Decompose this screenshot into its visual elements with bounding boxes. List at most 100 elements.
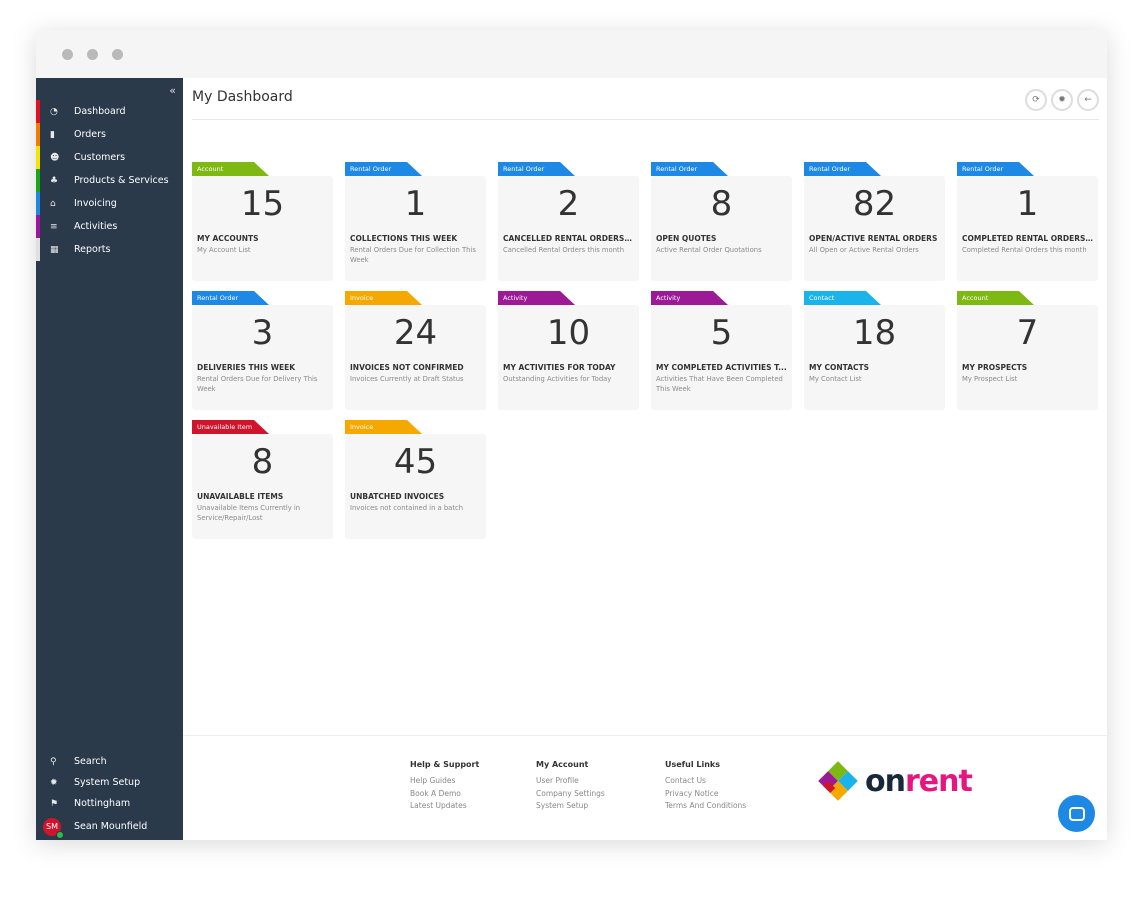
- dashboard-card[interactable]: Activity 10 MY ACTIVITIES FOR TODAY Outs…: [498, 291, 639, 410]
- sidebar-item-label: Invoicing: [74, 198, 117, 209]
- footer-column-title: My Account: [536, 760, 589, 769]
- card-category-tag: Account: [192, 162, 269, 176]
- sidebar-item-products-services[interactable]: ♣ Products & Services: [36, 169, 183, 192]
- refresh-icon[interactable]: ⟳: [1025, 89, 1047, 111]
- sidebar-item-system-setup[interactable]: ✹ System Setup: [36, 772, 183, 793]
- search-icon: ⚲: [50, 756, 57, 767]
- card-category-tag: Rental Order: [345, 162, 422, 176]
- sidebar-item-label: System Setup: [74, 777, 141, 788]
- sidebar-nav: ◔ Dashboard ▮ Orders ☻ Customers ♣ Produ…: [36, 100, 183, 261]
- dashboard-card[interactable]: Rental Order 3 DELIVERIES THIS WEEK Rent…: [192, 291, 333, 410]
- dashboard-card[interactable]: Account 7 MY PROSPECTS My Prospect List: [957, 291, 1098, 410]
- window-dot: [62, 49, 73, 60]
- card-subtitle: All Open or Active Rental Orders: [809, 246, 919, 254]
- sidebar-item-label: Orders: [74, 129, 106, 140]
- dashboard-card[interactable]: Activity 5 MY COMPLETED ACTIVITIES T... …: [651, 291, 792, 410]
- footer-link[interactable]: Contact Us: [665, 776, 706, 785]
- footer-link[interactable]: System Setup: [536, 801, 589, 810]
- dashboard-card[interactable]: Invoice 45 UNBATCHED INVOICES Invoices n…: [345, 420, 486, 539]
- footer-column-title: Useful Links: [665, 760, 721, 769]
- card-subtitle: Cancelled Rental Orders this month: [503, 246, 624, 254]
- divider: [192, 119, 1099, 120]
- card-category-tag: Invoice: [345, 420, 422, 434]
- card-category-tag: Activity: [498, 291, 575, 305]
- sidebar-item-invoicing[interactable]: ⌂ Invoicing: [36, 192, 183, 215]
- sidebar-item-label: Reports: [74, 244, 111, 255]
- card-title: MY COMPLETED ACTIVITIES T...: [656, 363, 787, 372]
- dashboard-card[interactable]: Rental Order 1 COLLECTIONS THIS WEEK Ren…: [345, 162, 486, 281]
- dashboard-card[interactable]: Unavailable Item 8 UNAVAILABLE ITEMS Una…: [192, 420, 333, 539]
- footer-link[interactable]: Company Settings: [536, 788, 605, 798]
- card-category-tag: Rental Order: [192, 291, 269, 305]
- card-title: MY CONTACTS: [809, 363, 870, 372]
- logo-mark-icon: [818, 761, 858, 801]
- footer-link[interactable]: Help Guides: [410, 776, 456, 785]
- card-title: COLLECTIONS THIS WEEK: [350, 234, 458, 243]
- sidebar-color-bar: [36, 100, 40, 123]
- card-subtitle: My Contact List: [809, 375, 862, 383]
- avatar: SM: [43, 817, 64, 839]
- sidebar-item-activities[interactable]: ≡ Activities: [36, 215, 183, 238]
- footer-link[interactable]: Book A Demo: [410, 788, 461, 798]
- sidebar-color-bar: [36, 215, 40, 238]
- card-title: CANCELLED RENTAL ORDERS T...: [503, 234, 634, 243]
- dashboard-card[interactable]: Account 15 MY ACCOUNTS My Account List: [192, 162, 333, 281]
- logo-text-on: on: [865, 763, 906, 799]
- sidebar-item-orders[interactable]: ▮ Orders: [36, 123, 183, 146]
- card-subtitle: Unavailable Items Currently in Service/R…: [197, 504, 301, 522]
- card-category-tag: Rental Order: [651, 162, 728, 176]
- sidebar-item-nottingham[interactable]: ⚑ Nottingham: [36, 793, 183, 814]
- card-title: MY ACTIVITIES FOR TODAY: [503, 363, 616, 372]
- card-category-tag: Rental Order: [804, 162, 881, 176]
- card-value: 2: [557, 184, 580, 224]
- footer-link[interactable]: Latest Updates: [410, 801, 467, 810]
- sidebar-item-reports[interactable]: ▦ Reports: [36, 238, 183, 261]
- footer-link[interactable]: Terms And Conditions: [665, 801, 747, 810]
- sidebar-item-search[interactable]: ⚲ Search: [36, 751, 183, 772]
- card-title: DELIVERIES THIS WEEK: [197, 363, 296, 372]
- sidebar-item-dashboard[interactable]: ◔ Dashboard: [36, 100, 183, 123]
- list-icon: ≡: [50, 221, 58, 232]
- title-bar: [36, 30, 1107, 78]
- card-category-tag: Unavailable Item: [192, 420, 269, 434]
- card-title: OPEN/ACTIVE RENTAL ORDERS: [809, 234, 938, 243]
- footer-column: My Account User Profile Company Settings Sy…: [536, 760, 605, 813]
- onrent-logo: onrent: [817, 760, 973, 802]
- chat-button[interactable]: [1058, 795, 1095, 832]
- dashboard-card[interactable]: Rental Order 1 COMPLETED RENTAL ORDERS T…: [957, 162, 1098, 281]
- sidebar-bottom: ⚲ Search ✹ System Setup ⚑ Nottingham SM …: [36, 751, 183, 839]
- settings-icon[interactable]: ✹: [1051, 89, 1073, 111]
- card-value: 8: [251, 442, 274, 482]
- card-title: OPEN QUOTES: [656, 234, 717, 243]
- card-value: 24: [393, 313, 438, 353]
- back-arrow-icon[interactable]: ←: [1077, 89, 1099, 111]
- footer-link[interactable]: User Profile: [536, 776, 579, 785]
- sidebar-item-customers[interactable]: ☻ Customers: [36, 146, 183, 169]
- footer-link[interactable]: Privacy Notice: [665, 788, 719, 798]
- dashboard-icon: ◔: [50, 106, 58, 117]
- card-title: MY ACCOUNTS: [197, 234, 259, 243]
- sidebar-item-label: Activities: [74, 221, 118, 232]
- dashboard-card[interactable]: Rental Order 2 CANCELLED RENTAL ORDERS T…: [498, 162, 639, 281]
- card-value: 5: [710, 313, 733, 353]
- dashboard-card[interactable]: Rental Order 82 OPEN/ACTIVE RENTAL ORDER…: [804, 162, 945, 281]
- bank-icon: ⌂: [50, 198, 56, 209]
- card-subtitle: Rental Orders Due for Collection This We…: [350, 246, 476, 264]
- card-subtitle: My Account List: [197, 246, 251, 254]
- logo-text-rent: rent: [904, 763, 973, 799]
- user-profile[interactable]: SM Sean Mounfield: [36, 816, 183, 839]
- dashboard-card[interactable]: Contact 18 MY CONTACTS My Contact List: [804, 291, 945, 410]
- sidebar-color-bar: [36, 169, 40, 192]
- book-icon: ▮: [50, 129, 55, 140]
- dashboard-card[interactable]: Invoice 24 INVOICES NOT CONFIRMED Invoic…: [345, 291, 486, 410]
- dashboard-card[interactable]: Rental Order 8 OPEN QUOTES Active Rental…: [651, 162, 792, 281]
- card-title: UNAVAILABLE ITEMS: [197, 492, 284, 501]
- window-dot: [112, 49, 123, 60]
- card-subtitle: Outstanding Activities for Today: [503, 375, 612, 383]
- sidebar-color-bar: [36, 123, 40, 146]
- collapse-sidebar-icon[interactable]: «: [169, 84, 176, 97]
- avatar-initials: SM: [46, 822, 58, 831]
- card-value: 18: [852, 313, 897, 353]
- map-pin-icon: ⚑: [50, 798, 59, 809]
- card-value: 1: [404, 184, 427, 224]
